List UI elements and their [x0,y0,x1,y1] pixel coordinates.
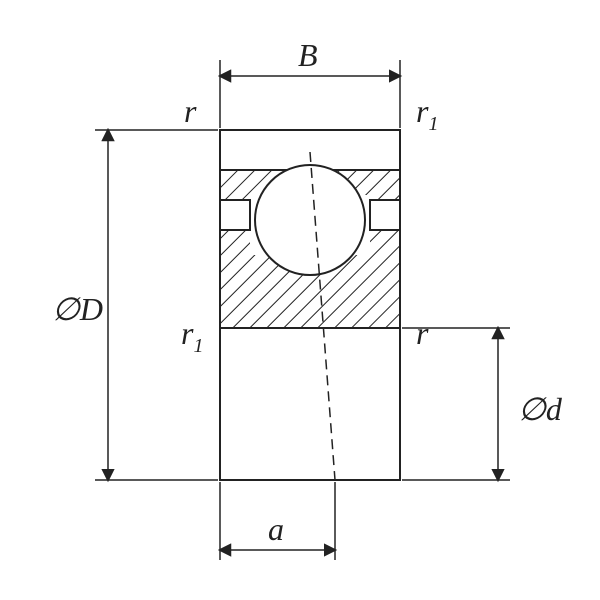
bearing-section-diagram: B a ∅D ∅d r r1 r1 r [0,0,600,600]
svg-text:r: r [184,93,197,129]
svg-text:r1: r1 [416,93,438,135]
svg-text:B: B [298,37,318,73]
svg-text:a: a [268,511,284,547]
ball-element [255,165,365,275]
svg-text:∅d: ∅d [518,391,563,427]
svg-text:∅D: ∅D [52,291,103,327]
svg-text:r: r [416,315,429,351]
svg-text:r1: r1 [181,315,203,357]
dimension-a: a [220,482,335,560]
dimension-d-outer: ∅D [52,130,218,480]
dimension-b: B [220,37,400,128]
